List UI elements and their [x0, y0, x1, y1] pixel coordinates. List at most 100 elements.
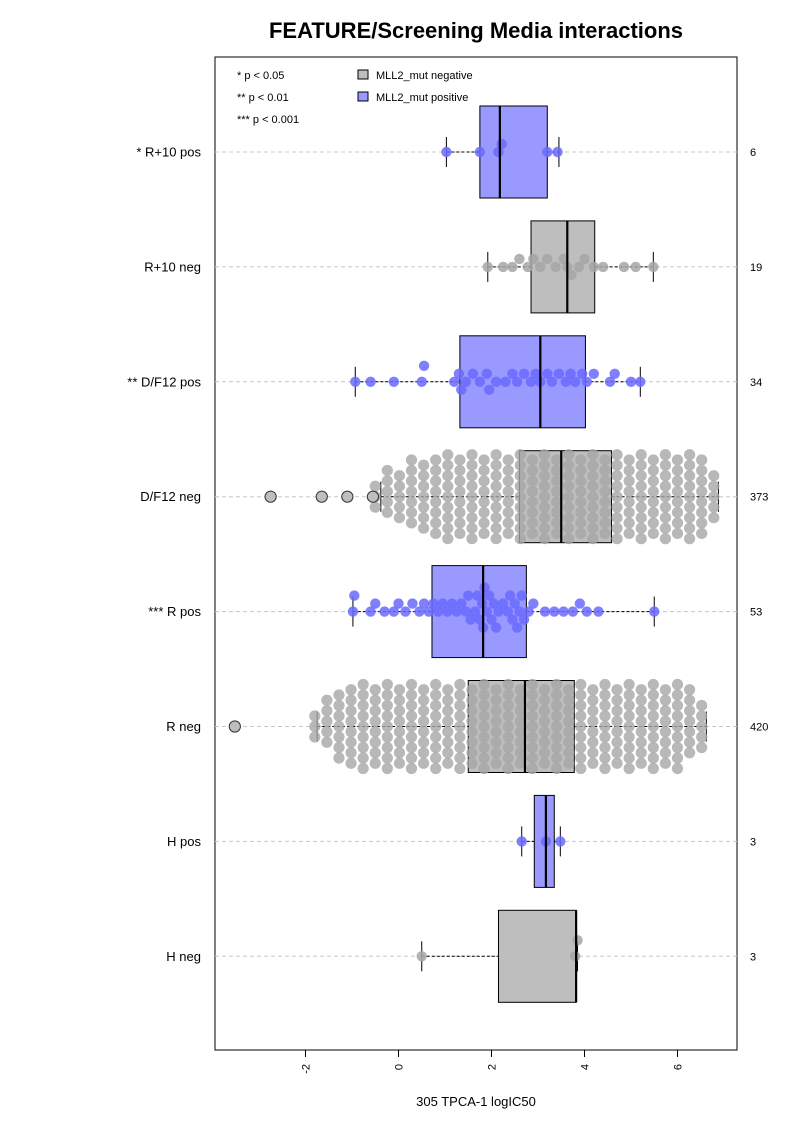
data-point: [357, 752, 369, 764]
data-point: [587, 715, 599, 727]
data-point: [381, 741, 393, 754]
data-point: [683, 747, 696, 759]
data-point: [563, 522, 575, 534]
data-point: [551, 475, 563, 487]
data-point: [490, 622, 502, 633]
data-point: [514, 533, 526, 545]
data-point: [671, 527, 684, 540]
data-point: [478, 475, 490, 487]
data-point: [683, 694, 696, 706]
data-point: [478, 752, 490, 764]
data-point: [581, 376, 593, 387]
data-point: [587, 449, 599, 461]
group-count: 34: [750, 377, 762, 389]
data-point: [442, 449, 454, 461]
data-point: [502, 454, 514, 466]
data-point: [683, 736, 696, 748]
data-point: [635, 491, 647, 503]
group-count: 53: [750, 607, 762, 619]
data-point: [526, 720, 539, 733]
data-point: [683, 684, 696, 696]
x-tick-label: 6: [673, 1064, 685, 1070]
group-count: 3: [750, 836, 756, 848]
data-point: [597, 261, 609, 273]
data-point: [369, 757, 381, 769]
data-point: [526, 710, 539, 722]
data-point: [349, 590, 360, 601]
data-point: [514, 705, 526, 717]
data-point: [659, 480, 672, 492]
data-point: [587, 684, 599, 696]
data-point: [696, 741, 708, 754]
data-point: [696, 454, 708, 466]
data-point: [478, 678, 490, 691]
data-point: [538, 533, 551, 545]
data-point: [708, 512, 720, 524]
data-point: [563, 533, 575, 545]
chart-title: FEATURE/Screening Media interactions: [269, 18, 683, 43]
data-point: [430, 496, 442, 508]
data-point: [525, 376, 537, 387]
data-point: [671, 762, 684, 775]
data-point: [696, 506, 708, 519]
data-point: [526, 699, 539, 712]
data-point: [683, 533, 696, 545]
data-point: [514, 449, 526, 461]
data-point: [333, 731, 345, 743]
data-point: [618, 261, 630, 273]
data-point: [555, 836, 566, 847]
data-point: [599, 485, 611, 498]
data-point: [563, 512, 575, 524]
data-point: [479, 582, 490, 593]
data-point: [321, 694, 333, 706]
data-point: [345, 705, 357, 717]
data-point: [538, 501, 551, 513]
data-point: [623, 506, 635, 519]
data-point: [551, 496, 563, 508]
data-point: [599, 464, 611, 477]
data-point: [454, 699, 466, 712]
data-point: [381, 506, 393, 519]
data-point: [490, 747, 502, 759]
data-point: [623, 678, 635, 691]
data-point: [611, 694, 623, 706]
data-point: [514, 726, 526, 738]
data-point: [611, 684, 623, 696]
data-point: [381, 752, 393, 764]
data-point: [542, 368, 553, 379]
data-point: [599, 506, 611, 519]
data-point: [454, 496, 466, 508]
data-point: [671, 731, 684, 743]
data-point: [466, 757, 478, 769]
data-point: [563, 491, 575, 503]
data-point: [466, 501, 478, 513]
data-point: [418, 757, 430, 769]
data-point: [478, 517, 490, 529]
data-point: [514, 694, 526, 706]
data-point: [442, 747, 454, 759]
data-point: [442, 491, 454, 503]
data-point: [671, 699, 684, 712]
data-point: [575, 699, 587, 712]
data-point: [623, 475, 635, 487]
data-point: [490, 480, 502, 492]
data-point: [659, 449, 672, 461]
data-point: [442, 705, 454, 717]
data-point: [478, 485, 490, 498]
data-point: [611, 736, 623, 748]
data-point: [563, 747, 575, 759]
data-point: [345, 757, 357, 769]
group-count: 373: [750, 492, 768, 504]
data-point: [647, 720, 659, 733]
data-point: [416, 376, 427, 387]
data-point: [623, 699, 635, 712]
data-point: [490, 684, 502, 696]
data-point: [369, 736, 381, 748]
data-point: [357, 741, 369, 754]
data-point: [635, 470, 647, 482]
data-point: [514, 736, 526, 748]
data-point: [659, 501, 672, 513]
data-point: [671, 454, 684, 466]
data-point: [587, 726, 599, 738]
